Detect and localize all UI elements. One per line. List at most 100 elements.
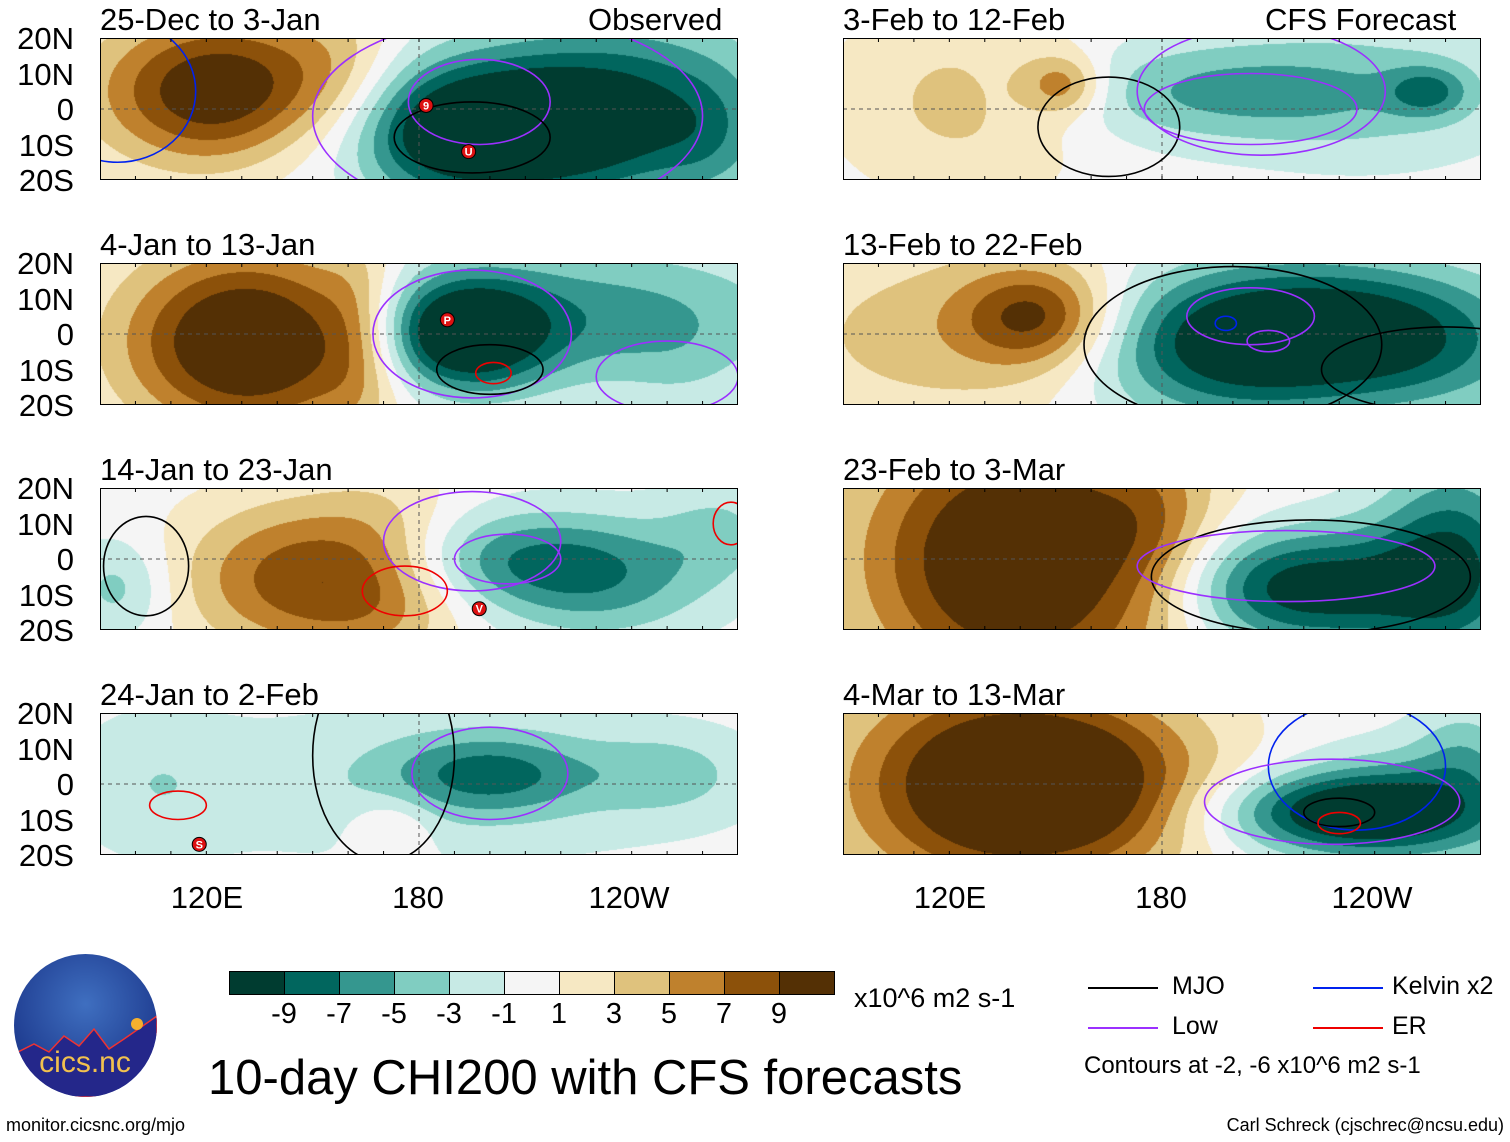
colorbar-tick-label: 7 xyxy=(715,998,733,1030)
storm-label: 9 xyxy=(423,100,429,112)
colorbar-tick-label: 1 xyxy=(550,998,568,1030)
legend-er-line xyxy=(1313,1027,1383,1029)
map-panel: V xyxy=(100,488,738,630)
y-tick-label: 20S xyxy=(18,388,74,423)
y-tick-label: 0 xyxy=(56,767,74,802)
y-tick-label: 10N xyxy=(17,731,74,767)
mjo-contour xyxy=(311,713,456,855)
colorbar-tick-label: 5 xyxy=(660,998,678,1030)
panel-frame xyxy=(843,488,1481,630)
panel-title: 4-Jan to 13-Jan xyxy=(100,227,316,262)
map-panel xyxy=(843,713,1481,855)
panel-title: 3-Feb to 12-Feb xyxy=(843,2,1066,37)
legend-kelvin-line xyxy=(1313,987,1383,989)
legend-kelvin-label: Kelvin x2 xyxy=(1392,972,1494,1000)
colorbar-swatch xyxy=(340,972,395,994)
y-tick-label: 10N xyxy=(17,506,74,542)
colorbar-swatch xyxy=(780,972,834,994)
panel-frame xyxy=(100,38,738,180)
low-contour xyxy=(1186,287,1316,346)
contour-overlay: 9U xyxy=(100,38,738,180)
panel-title: 23-Feb to 3-Mar xyxy=(843,452,1066,487)
colorbar-tick-label: -3 xyxy=(436,998,462,1030)
panel-title: 13-Feb to 22-Feb xyxy=(843,227,1083,262)
y-tick-label: 10S xyxy=(18,352,74,388)
x-tick-label: 180 xyxy=(392,880,444,915)
storm-icon xyxy=(471,601,487,617)
contour-overlay xyxy=(843,713,1481,855)
low-contour xyxy=(1203,758,1461,846)
contour-overlay xyxy=(843,38,1481,180)
colorbar-swatch xyxy=(450,972,505,994)
colorbar xyxy=(229,971,835,995)
legend-low-line xyxy=(1088,1027,1158,1029)
low-contour xyxy=(1136,38,1387,156)
mjo-contour xyxy=(435,343,544,396)
legend-low-label: Low xyxy=(1172,1012,1218,1040)
storm-label: U xyxy=(465,147,473,159)
legend-mjo-line xyxy=(1088,987,1158,989)
low-contour xyxy=(382,490,562,592)
y-tick-label: 20S xyxy=(18,613,74,648)
colorbar-tick-label: 3 xyxy=(605,998,623,1030)
low-contour xyxy=(453,533,562,585)
tropical-cyclone-marker: P xyxy=(439,312,455,328)
low-contour xyxy=(311,38,704,180)
y-tick-label: 20N xyxy=(17,246,74,281)
panel-title: 25-Dec to 3-Jan xyxy=(100,2,321,37)
mjo-contour xyxy=(1302,797,1376,828)
x-tick-label: 120E xyxy=(170,880,244,915)
tropical-cyclone-marker: 9 xyxy=(418,97,434,113)
colorbar-tick-label: -7 xyxy=(326,998,352,1030)
colorbar-swatch xyxy=(615,972,670,994)
legend-mjo-label: MJO xyxy=(1172,972,1225,1000)
svg-text:cics.nc: cics.nc xyxy=(39,1046,131,1079)
mjo-contour xyxy=(1320,326,1481,405)
contours-note: Contours at -2, -6 x10^6 m2 s-1 xyxy=(1084,1052,1421,1079)
storm-icon xyxy=(418,97,434,113)
y-tick-label: 10N xyxy=(17,281,74,317)
er-contour xyxy=(361,565,449,617)
y-tick-label: 0 xyxy=(56,317,74,352)
y-tick-label: 10S xyxy=(18,577,74,613)
storm-label: P xyxy=(444,315,451,327)
low-contour xyxy=(1136,529,1436,603)
colorbar-swatch xyxy=(560,972,615,994)
map-panel: S xyxy=(100,713,738,855)
map-panel: P xyxy=(100,263,738,405)
map-panel xyxy=(843,488,1481,630)
figure-title: 10-day CHI200 with CFS forecasts xyxy=(208,1051,963,1105)
kelvin-contour xyxy=(1214,315,1238,332)
x-tick-label: 120W xyxy=(588,880,670,915)
panel-frame xyxy=(843,263,1481,405)
storm-icon xyxy=(439,312,455,328)
colorbar-tick-label: -1 xyxy=(491,998,517,1030)
url-label: monitor.cicsnc.org/mjo xyxy=(6,1115,186,1135)
panel-frame xyxy=(843,713,1481,855)
contour-overlay: P xyxy=(100,263,738,405)
x-tick-label: 120E xyxy=(913,880,987,915)
low-contour xyxy=(372,269,573,399)
kelvin-contour xyxy=(100,38,197,164)
er-contour xyxy=(1317,811,1362,835)
colorbar-units: x10^6 m2 s-1 xyxy=(854,983,1016,1013)
colorbar-swatch xyxy=(395,972,450,994)
panel-frame xyxy=(843,38,1481,180)
er-contour xyxy=(474,361,512,385)
colorbar-tick-label: -5 xyxy=(381,998,407,1030)
storm-label: V xyxy=(476,604,484,616)
tropical-cyclone-marker: S xyxy=(191,836,207,852)
low-contour xyxy=(411,726,569,821)
observed-label: Observed xyxy=(588,2,723,37)
panel-frame xyxy=(100,263,738,405)
colorbar-swatch xyxy=(670,972,725,994)
mjo-contour xyxy=(1037,76,1181,178)
x-tick-label: 180 xyxy=(1135,880,1187,915)
low-contour xyxy=(595,340,738,405)
colorbar-swatch xyxy=(725,972,780,994)
colorbar-swatch xyxy=(230,972,285,994)
panel-title: 14-Jan to 23-Jan xyxy=(100,452,333,487)
y-tick-label: 20N xyxy=(17,471,74,506)
